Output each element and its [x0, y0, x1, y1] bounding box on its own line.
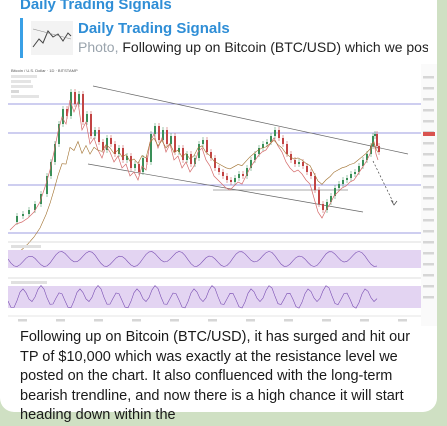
channel-name[interactable]: Daily Trading Signals	[20, 0, 172, 13]
reply-media-label: Photo,	[78, 39, 119, 55]
reply-title: Daily Trading Signals	[78, 20, 230, 37]
chart-header: Bitcoin / U.S. Dollar · 1D · BITSTAMP	[11, 68, 78, 73]
reply-preview-text: Following up on Bitcoin (BTC/USD) which …	[118, 39, 428, 55]
reply-preview[interactable]: Daily Trading Signals Photo, Following u…	[20, 18, 430, 58]
chat-background	[437, 0, 447, 400]
chart-photo[interactable]: Bitcoin / U.S. Dollar · 1D · BITSTAMP	[8, 64, 438, 326]
reply-thumbnail	[31, 21, 73, 55]
chart-legend	[11, 75, 39, 98]
message-caption: Following up on Bitcoin (BTC/USD), it ha…	[20, 329, 411, 423]
reply-text: Photo, Following up on Bitcoin (BTC/USD)…	[78, 39, 428, 55]
